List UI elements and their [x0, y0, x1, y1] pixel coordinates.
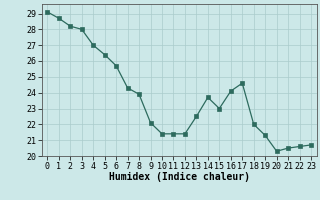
X-axis label: Humidex (Indice chaleur): Humidex (Indice chaleur) — [109, 172, 250, 182]
